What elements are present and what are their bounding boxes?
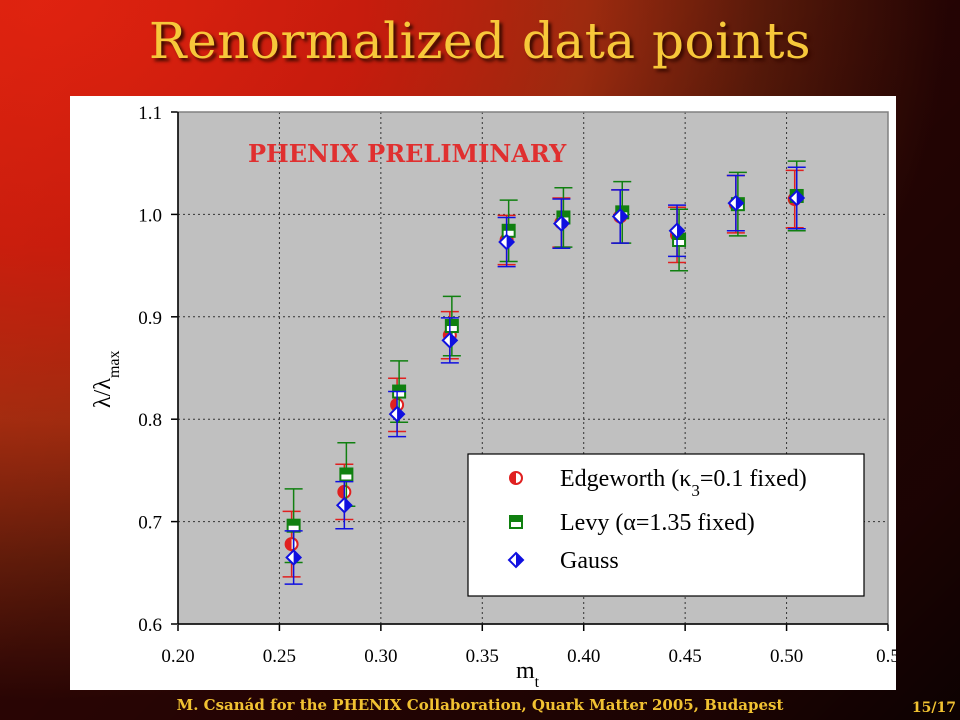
data-point	[788, 189, 806, 207]
chart-svg: 0.20 0.25 0.30 0.35 0.40 0.45 0.50 0.5 0.6 0.7 0.8…	[90, 103, 896, 691]
y-axis-label: λ/λmax	[90, 351, 123, 409]
data-point	[285, 549, 303, 566]
marker-fill	[510, 472, 516, 484]
page-number: 15/17	[911, 700, 956, 716]
marker-fill	[338, 485, 345, 498]
marker-fill	[735, 196, 743, 211]
axis-labels: mt λ/λmax	[90, 351, 540, 691]
chart-annotation: PHENIX PRELIMINARY	[248, 139, 567, 168]
marker-fill	[445, 320, 458, 327]
x-tick-label: 0.35	[466, 646, 499, 667]
x-tick-label: 0.5	[876, 646, 896, 667]
x-tick-label: 0.30	[364, 646, 397, 667]
data-point	[284, 537, 299, 552]
axes	[171, 111, 889, 631]
marker-fill	[561, 216, 569, 231]
legend-box	[467, 453, 865, 597]
data-points	[282, 160, 806, 585]
legend-marker-edgeworth	[509, 471, 523, 485]
slide-title: Renormalized data points	[148, 12, 812, 70]
data-point	[388, 405, 406, 423]
marker-fill	[449, 333, 457, 348]
data-point	[335, 496, 353, 514]
data-point	[611, 208, 629, 225]
data-point	[286, 518, 301, 533]
tick-labels: 0.20 0.25 0.30 0.35 0.40 0.45 0.50 0.5 0.6 0.7 0.8…	[138, 103, 896, 667]
legend: Edgeworth (κ3=0.1 fixed) Levy (α=1.35 fix…	[467, 453, 865, 597]
marker-fill	[393, 385, 406, 392]
chart-panel: 0.20 0.25 0.30 0.35 0.40 0.45 0.50 0.5 0.6 0.7 0.8…	[70, 96, 896, 690]
marker-fill	[344, 498, 352, 513]
legend-label-gauss: Gauss	[560, 548, 619, 574]
y-tick-label: 0.6	[138, 615, 162, 636]
data-point	[498, 233, 516, 251]
y-tick-label: 0.8	[138, 410, 162, 431]
x-tick-label: 0.25	[263, 646, 296, 667]
data-point	[668, 222, 686, 240]
x-axis-label: mt	[516, 658, 540, 690]
data-point	[444, 319, 459, 334]
marker-fill	[510, 516, 522, 522]
series-gauss	[284, 166, 806, 585]
legend-label-levy: Levy (α=1.35 fixed)	[560, 510, 755, 536]
x-tick-label: 0.50	[770, 646, 803, 667]
legend-marker-levy	[509, 515, 523, 529]
x-tick-label: 0.40	[567, 646, 600, 667]
marker-fill	[285, 538, 292, 551]
data-point	[441, 331, 459, 349]
data-point	[727, 194, 745, 212]
marker-fill	[293, 550, 301, 565]
legend-label-edgeworth: Edgeworth (κ3=0.1 fixed)	[560, 466, 807, 500]
slide-footer: M. Csanád for the PHENIX Collaboration, …	[176, 696, 784, 714]
marker-fill	[502, 224, 515, 231]
data-point	[501, 223, 516, 238]
marker-fill	[616, 206, 629, 213]
y-tick-label: 1.0	[138, 205, 162, 226]
data-point	[339, 467, 354, 482]
x-tick-label: 0.20	[161, 646, 194, 667]
marker-fill	[557, 211, 570, 218]
data-point	[552, 215, 570, 233]
marker-fill	[506, 235, 514, 250]
y-tick-label: 0.7	[138, 513, 162, 534]
marker-fill	[397, 407, 405, 422]
marker-fill	[340, 468, 353, 475]
marker-fill	[620, 209, 628, 224]
marker-fill	[287, 519, 300, 526]
y-tick-label: 1.1	[138, 103, 162, 124]
marker-fill	[796, 191, 804, 206]
x-tick-label: 0.45	[669, 646, 702, 667]
legend-marker-gauss	[507, 551, 525, 569]
marker-fill	[516, 553, 523, 567]
y-tick-label: 0.9	[138, 308, 162, 329]
marker-fill	[677, 223, 685, 238]
